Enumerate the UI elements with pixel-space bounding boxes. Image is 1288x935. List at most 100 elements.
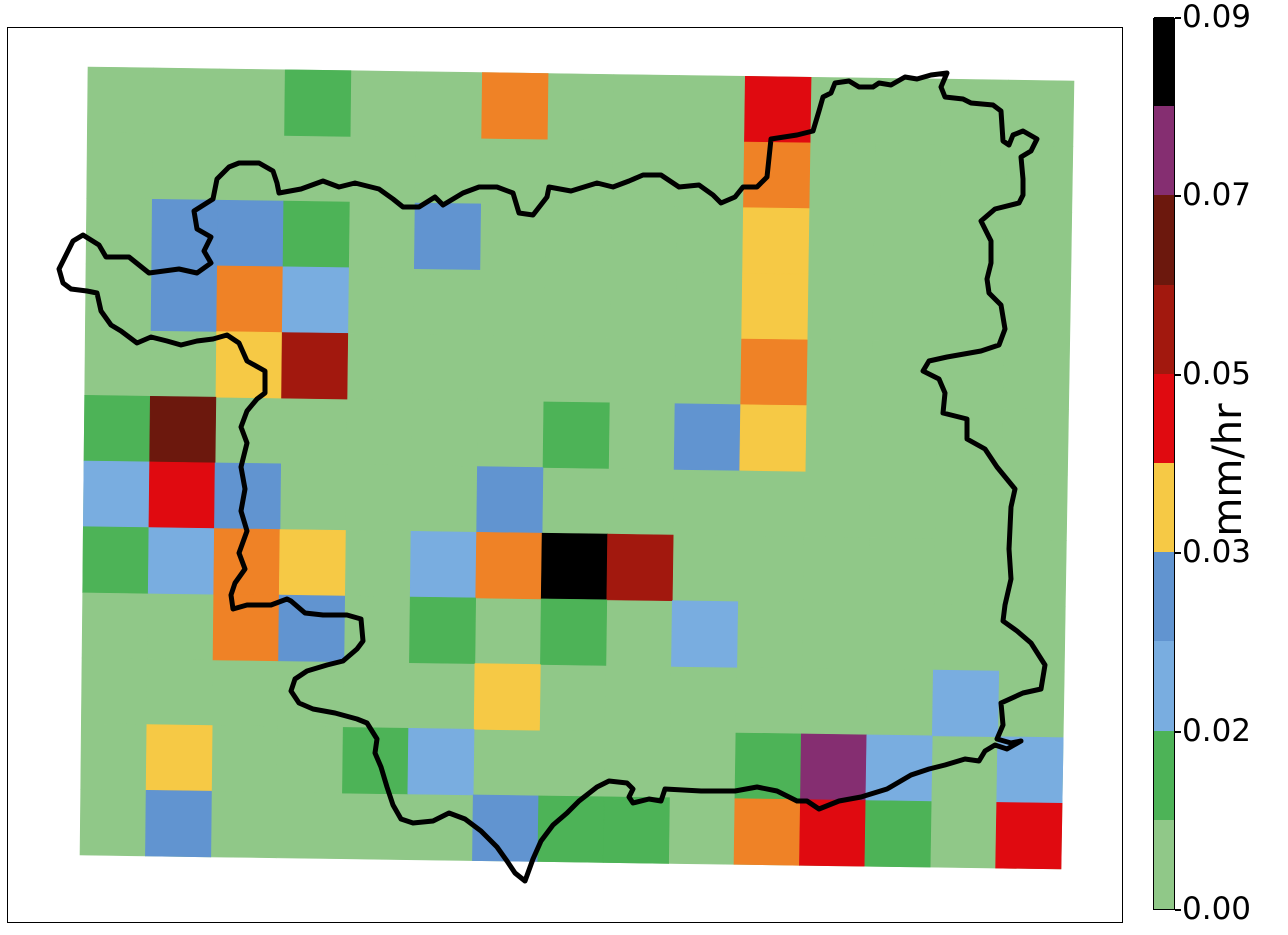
grid-cell bbox=[413, 268, 481, 336]
grid-cell-highlight bbox=[216, 199, 285, 268]
colorbar-segment bbox=[1154, 640, 1174, 731]
grid-cell-highlight bbox=[931, 669, 1000, 738]
grid-cell bbox=[1006, 79, 1075, 148]
grid-cell bbox=[276, 726, 344, 794]
colorbar-segment bbox=[1154, 819, 1174, 909]
grid-cell bbox=[803, 470, 872, 539]
grid-cell-highlight bbox=[673, 403, 741, 471]
colorbar-title: mm/hr bbox=[1205, 403, 1251, 537]
grid-cell bbox=[279, 463, 347, 531]
grid-cell-highlight bbox=[278, 529, 346, 597]
grid-cell-highlight bbox=[82, 526, 150, 594]
precipitation-map bbox=[56, 66, 1075, 884]
grid-cell bbox=[678, 75, 746, 143]
grid-cell bbox=[341, 792, 409, 861]
grid-cell bbox=[412, 333, 480, 402]
grid-cell-highlight bbox=[282, 200, 350, 269]
grid-cell bbox=[609, 271, 678, 339]
grid-cell bbox=[477, 334, 546, 403]
colorbar-tick-label: 0.02 bbox=[1182, 712, 1252, 749]
grid-cell bbox=[539, 664, 607, 732]
grid-cell-highlight bbox=[148, 461, 216, 529]
grid-cell-highlight bbox=[83, 394, 151, 463]
grid-cell bbox=[79, 788, 147, 857]
grid-cell bbox=[930, 735, 999, 803]
grid-cell bbox=[349, 70, 418, 138]
grid-cell-highlight bbox=[799, 799, 867, 867]
grid-cell-highlight bbox=[407, 727, 475, 796]
grid-cell bbox=[605, 599, 673, 667]
grid-cell bbox=[805, 339, 874, 407]
grid-cell bbox=[275, 791, 343, 860]
grid-cell bbox=[410, 465, 478, 533]
grid-cell-highlight bbox=[214, 462, 282, 530]
grid-cell bbox=[411, 399, 479, 467]
grid-cell bbox=[1004, 211, 1073, 279]
grid-cell bbox=[474, 597, 542, 665]
grid-cell bbox=[806, 273, 875, 342]
grid-cell-highlight bbox=[542, 401, 610, 469]
grid-cell bbox=[735, 666, 803, 735]
grid-cell bbox=[151, 133, 220, 201]
grid-cell bbox=[546, 73, 615, 141]
grid-cell-highlight bbox=[216, 265, 284, 333]
colorbar-segment bbox=[1154, 16, 1174, 107]
grid-cell bbox=[472, 728, 540, 797]
grid-cell-highlight bbox=[733, 798, 801, 866]
grid-cell bbox=[875, 77, 943, 146]
grid-cell bbox=[932, 604, 1001, 672]
grid-cell bbox=[146, 658, 214, 726]
grid-cell-highlight bbox=[472, 794, 540, 862]
grid-cell bbox=[348, 201, 416, 270]
grid-cell bbox=[152, 67, 220, 135]
grid-cell bbox=[866, 668, 934, 737]
grid-cell bbox=[1002, 342, 1071, 410]
grid-cell bbox=[603, 730, 671, 799]
grid-cell bbox=[801, 602, 870, 670]
grid-cell-highlight bbox=[281, 266, 349, 334]
colorbar-segment bbox=[1154, 373, 1174, 463]
grid-cell bbox=[872, 274, 940, 343]
region-boundary bbox=[56, 70, 1048, 884]
grid-cell bbox=[406, 793, 474, 861]
grid-cell-highlight bbox=[864, 800, 932, 868]
grid-cell bbox=[608, 402, 676, 470]
grid-cell-highlight bbox=[409, 596, 477, 664]
grid-cell bbox=[604, 665, 672, 733]
grid-cell-highlight bbox=[147, 527, 215, 595]
grid-cell-highlight bbox=[602, 796, 670, 864]
grid-cell bbox=[546, 138, 614, 207]
grid-cell bbox=[870, 406, 938, 474]
grid-cell bbox=[1003, 276, 1072, 345]
grid-cell-highlight bbox=[671, 600, 739, 668]
grid-cell bbox=[345, 398, 413, 467]
grid-cell bbox=[607, 468, 675, 536]
grid-cell-highlight bbox=[739, 404, 807, 472]
colorbar-segment bbox=[1154, 730, 1174, 820]
colorbar-segment bbox=[1154, 105, 1174, 196]
grid-cell bbox=[280, 397, 348, 466]
grid-cell-highlight bbox=[150, 264, 218, 332]
colorbar-tick bbox=[1175, 17, 1181, 19]
grid-cells bbox=[79, 66, 1075, 870]
grid-cell bbox=[929, 801, 998, 869]
grid-cell-highlight bbox=[540, 532, 608, 601]
colorbar-tick-label: 0.03 bbox=[1182, 534, 1252, 571]
grid-cell bbox=[676, 206, 744, 274]
grid-cell-highlight bbox=[481, 72, 549, 140]
colorbar-tick-label: 0.09 bbox=[1182, 0, 1252, 35]
grid-cell bbox=[808, 142, 877, 210]
grid-cell bbox=[939, 210, 1007, 278]
grid-cell bbox=[81, 591, 149, 660]
grid-cell-highlight bbox=[800, 733, 868, 801]
colorbar bbox=[1153, 16, 1175, 910]
grid-cell-highlight bbox=[284, 69, 352, 137]
grid-cell-highlight bbox=[409, 530, 477, 599]
grid-cell bbox=[211, 725, 279, 793]
colorbar-segment bbox=[1154, 462, 1174, 553]
grid-cell bbox=[147, 592, 215, 661]
colorbar-tick bbox=[1175, 195, 1181, 198]
colorbar-segment bbox=[1154, 194, 1174, 285]
grid-cell bbox=[218, 68, 286, 136]
grid-cell bbox=[869, 471, 937, 540]
